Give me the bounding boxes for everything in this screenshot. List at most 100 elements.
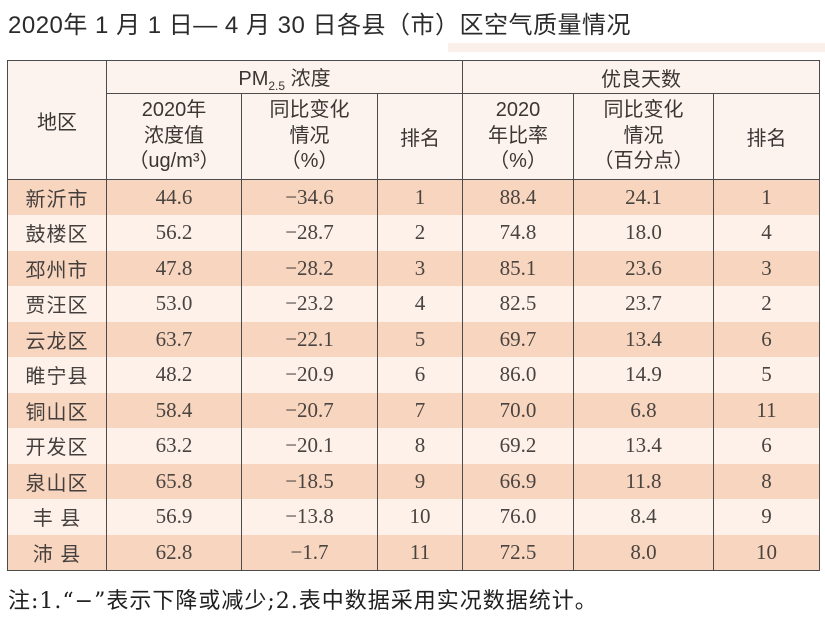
pm-rank-cell: 9 bbox=[376, 463, 464, 499]
good-rank-cell: 2 bbox=[713, 286, 821, 322]
pm-change-cell: −20.9 bbox=[241, 357, 378, 393]
table-row: 丰 县 56.9 −13.8 10 76.0 8.4 9 bbox=[7, 499, 821, 535]
good-change-cell: 6.8 bbox=[573, 392, 715, 428]
region-cell: 贾汪区 bbox=[7, 286, 107, 322]
pm-value-cell: 48.2 bbox=[106, 357, 242, 393]
good-rate-cell: 69.7 bbox=[462, 321, 575, 357]
good-rate-cell: 74.8 bbox=[462, 215, 575, 251]
good-rank-cell: 4 bbox=[713, 215, 821, 251]
header-group-row: 地区 PM2.5 浓度 优良天数 bbox=[7, 60, 821, 180]
table-header: 地区 PM2.5 浓度 优良天数 2020年 浓度值 （ug/m³） 同比变化 … bbox=[7, 60, 821, 180]
header-pm-change: 同比变化 情况 （%） bbox=[241, 93, 378, 180]
pm-rank-cell: 11 bbox=[376, 534, 464, 570]
pm-value-cell: 44.6 bbox=[106, 179, 242, 215]
table-row: 云龙区 63.7 −22.1 5 69.7 13.4 6 bbox=[7, 321, 821, 357]
good-change-cell: 23.7 bbox=[573, 286, 715, 322]
table-row: 鼓楼区 56.2 −28.7 2 74.8 18.0 4 bbox=[7, 215, 821, 251]
pm-rank-cell: 7 bbox=[376, 392, 464, 428]
pm-value-cell: 56.9 bbox=[106, 499, 242, 535]
good-rank-cell: 1 bbox=[713, 179, 821, 215]
good-change-cell: 13.4 bbox=[573, 321, 715, 357]
good-change-cell: 11.8 bbox=[573, 463, 715, 499]
pm-value-cell: 63.7 bbox=[106, 321, 242, 357]
table-row: 沛 县 62.8 −1.7 11 72.5 8.0 10 bbox=[7, 534, 821, 570]
pm-value-cell: 58.4 bbox=[106, 392, 242, 428]
region-cell: 开发区 bbox=[7, 428, 107, 464]
pm-rank-cell: 10 bbox=[376, 499, 464, 535]
good-change-cell: 8.4 bbox=[573, 499, 715, 535]
good-rate-cell: 69.2 bbox=[462, 428, 575, 464]
good-rate-cell: 66.9 bbox=[462, 463, 575, 499]
table-row: 铜山区 58.4 −20.7 7 70.0 6.8 11 bbox=[7, 392, 821, 428]
good-rank-cell: 10 bbox=[713, 534, 821, 570]
table-row: 睢宁县 48.2 −20.9 6 86.0 14.9 5 bbox=[7, 357, 821, 393]
pm-rank-cell: 5 bbox=[376, 321, 464, 357]
region-cell: 睢宁县 bbox=[7, 357, 107, 393]
pm-change-cell: −13.8 bbox=[241, 499, 378, 535]
header-good-rate: 2020 年比率 （%） bbox=[462, 93, 575, 180]
pm-change-cell: −34.6 bbox=[241, 179, 378, 215]
pm-rank-cell: 4 bbox=[376, 286, 464, 322]
pm-change-cell: −23.2 bbox=[241, 286, 378, 322]
header-good-rank: 排名 bbox=[713, 93, 821, 180]
good-rank-cell: 6 bbox=[713, 321, 821, 357]
highlight-strip bbox=[448, 43, 825, 52]
pm-value-cell: 56.2 bbox=[106, 215, 242, 251]
good-rate-cell: 86.0 bbox=[462, 357, 575, 393]
region-cell: 丰 县 bbox=[7, 499, 107, 535]
header-pm-group: PM2.5 浓度 bbox=[105, 60, 464, 94]
pm-value-cell: 62.8 bbox=[106, 534, 242, 570]
footnote: 注:1.“−”表示下降或减少;2.表中数据采用实况数据统计。 bbox=[8, 589, 598, 614]
region-cell: 邳州市 bbox=[7, 250, 107, 286]
good-change-cell: 23.6 bbox=[573, 250, 715, 286]
good-rank-cell: 8 bbox=[713, 463, 821, 499]
good-rank-cell: 3 bbox=[713, 250, 821, 286]
pm-rank-cell: 1 bbox=[376, 179, 464, 215]
good-rank-cell: 6 bbox=[713, 428, 821, 464]
pm-rank-cell: 3 bbox=[376, 250, 464, 286]
region-cell: 泉山区 bbox=[7, 463, 107, 499]
page-title: 2020年 1 月 1 日— 4 月 30 日各县（市）区空气质量情况 bbox=[8, 12, 631, 39]
good-change-cell: 8.0 bbox=[573, 534, 715, 570]
pm-change-cell: −1.7 bbox=[241, 534, 378, 570]
good-rate-cell: 85.1 bbox=[462, 250, 575, 286]
good-rank-cell: 5 bbox=[713, 357, 821, 393]
good-change-cell: 18.0 bbox=[573, 215, 715, 251]
table-body: 新沂市 44.6 −34.6 1 88.4 24.1 1 鼓楼区 56.2 −28.7 2 74.8 1… bbox=[7, 179, 821, 570]
good-change-cell: 24.1 bbox=[573, 179, 715, 215]
table-row: 开发区 63.2 −20.1 8 69.2 13.4 6 bbox=[7, 428, 821, 464]
pm-change-cell: −20.7 bbox=[241, 392, 378, 428]
table-row: 贾汪区 53.0 −23.2 4 82.5 23.7 2 bbox=[7, 286, 821, 322]
table-row: 新沂市 44.6 −34.6 1 88.4 24.1 1 bbox=[7, 179, 821, 215]
table-row: 泉山区 65.8 −18.5 9 66.9 11.8 8 bbox=[7, 463, 821, 499]
good-rank-cell: 9 bbox=[713, 499, 821, 535]
pm-value-cell: 63.2 bbox=[106, 428, 242, 464]
pm-label-subscript: 2.5 bbox=[268, 78, 286, 93]
table-row: 邳州市 47.8 −28.2 3 85.1 23.6 3 bbox=[7, 250, 821, 286]
pm-value-cell: 65.8 bbox=[106, 463, 242, 499]
header-sub-row: 2020年 浓度值 （ug/m³） 同比变化 情况 （%） 排名 2020 年比… bbox=[8, 93, 821, 180]
header-pm-rank: 排名 bbox=[376, 93, 464, 180]
good-rate-cell: 72.5 bbox=[462, 534, 575, 570]
pm-label-suffix: 浓度 bbox=[285, 67, 331, 90]
pm-rank-cell: 6 bbox=[376, 357, 464, 393]
pm-change-cell: −28.2 bbox=[241, 250, 378, 286]
pm-change-cell: −18.5 bbox=[241, 463, 378, 499]
pm-rank-cell: 8 bbox=[376, 428, 464, 464]
header-good-change: 同比变化 情况 （百分点） bbox=[573, 93, 715, 180]
good-change-cell: 14.9 bbox=[573, 357, 715, 393]
region-cell: 沛 县 bbox=[7, 534, 107, 570]
pm-value-cell: 47.8 bbox=[106, 250, 242, 286]
good-change-cell: 13.4 bbox=[573, 428, 715, 464]
air-quality-table: 地区 PM2.5 浓度 优良天数 2020年 浓度值 （ug/m³） 同比变化 … bbox=[7, 60, 821, 571]
header-pm-value: 2020年 浓度值 （ug/m³） bbox=[106, 93, 242, 180]
good-rank-cell: 11 bbox=[713, 392, 821, 428]
region-cell: 新沂市 bbox=[7, 179, 107, 215]
region-cell: 鼓楼区 bbox=[7, 215, 107, 251]
pm-label-prefix: PM bbox=[238, 67, 269, 90]
header-region: 地区 bbox=[7, 60, 107, 180]
pm-rank-cell: 2 bbox=[376, 215, 464, 251]
pm-value-cell: 53.0 bbox=[106, 286, 242, 322]
good-rate-cell: 76.0 bbox=[462, 499, 575, 535]
good-rate-cell: 82.5 bbox=[462, 286, 575, 322]
